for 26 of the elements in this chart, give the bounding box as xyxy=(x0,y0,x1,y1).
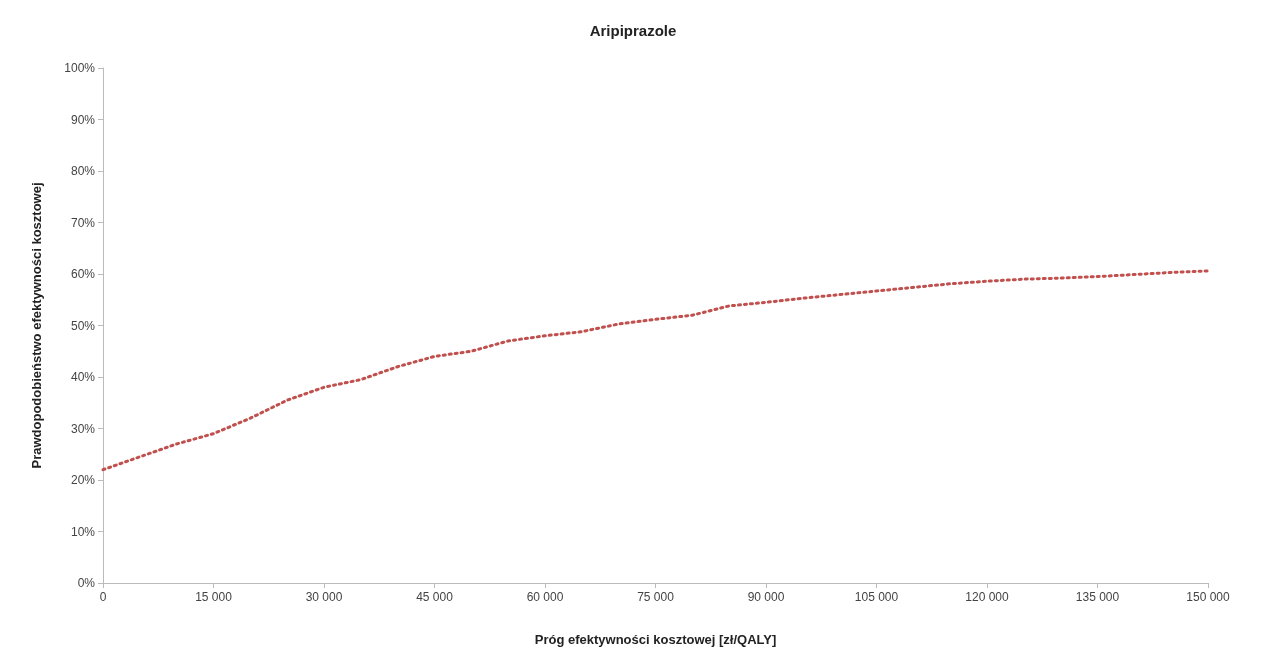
x-tick-label: 120 000 xyxy=(965,590,1010,604)
y-tick-label: 60% xyxy=(70,267,96,281)
line-series xyxy=(101,269,1210,472)
y-tick-label: 40% xyxy=(70,370,96,384)
x-tick-label: 15 000 xyxy=(195,590,233,604)
x-tick-label: 60 000 xyxy=(526,590,564,604)
y-axis-title: Prawdopodobieństwo efektywności kosztowej xyxy=(29,182,44,469)
x-tick-label: 105 000 xyxy=(854,590,899,604)
x-tick-label: 150 000 xyxy=(1186,590,1231,604)
x-tick-label: 0 xyxy=(99,590,107,604)
chart-title: Aripiprazole xyxy=(589,22,677,39)
y-tick-label: 80% xyxy=(70,164,96,178)
y-tick-label: 50% xyxy=(70,318,96,333)
x-tick-label: 135 000 xyxy=(1075,590,1120,604)
y-tick-label: 20% xyxy=(70,473,96,487)
x-tick-label: 90 000 xyxy=(747,590,785,604)
y-tick-label: 10% xyxy=(70,524,96,539)
x-tick-label: 75 000 xyxy=(637,590,675,604)
y-tick-label: 30% xyxy=(70,421,96,436)
y-tick-label: 70% xyxy=(70,215,96,230)
y-tick-label: 100% xyxy=(64,61,96,75)
y-tick-label: 0% xyxy=(77,576,96,590)
x-tick-label: 45 000 xyxy=(416,590,454,604)
x-axis-title: Próg efektywności kosztowej [zł/QALY] xyxy=(534,632,777,647)
x-tick-label: 30 000 xyxy=(305,590,343,604)
y-tick-label: 90% xyxy=(70,112,96,127)
